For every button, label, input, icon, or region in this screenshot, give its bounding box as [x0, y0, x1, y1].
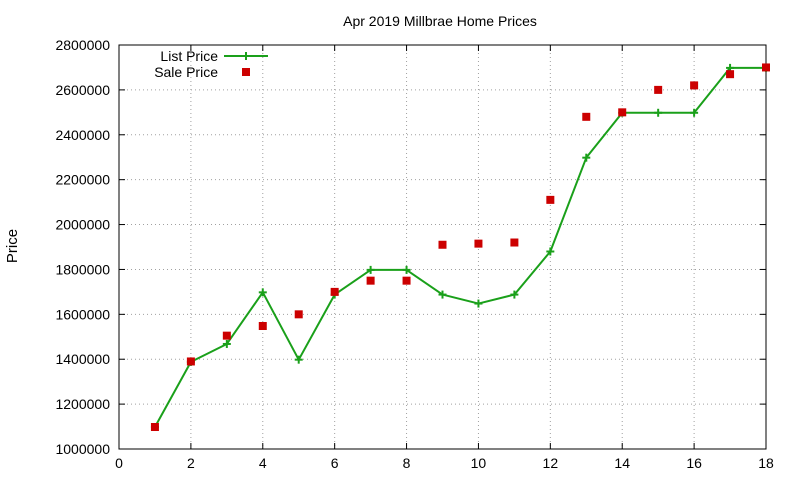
sale-price-point [330, 287, 339, 296]
grid-lines [119, 45, 766, 449]
sale-price-point [762, 63, 770, 72]
x-tick-label: 14 [614, 455, 630, 471]
list-price-point [366, 265, 375, 274]
list-price-point [438, 290, 447, 299]
sale-price-point [618, 108, 627, 117]
y-axis-label: Price [4, 229, 21, 263]
list-price-point [294, 355, 303, 364]
x-tick-label: 8 [403, 455, 411, 471]
list-price-point [474, 299, 483, 308]
y-tick-label: 1400000 [55, 351, 110, 367]
sale-price-point [654, 85, 663, 94]
sale-price-point [510, 238, 519, 247]
list-price-point [222, 339, 231, 348]
legend-marker-list-price [242, 52, 250, 60]
x-tick-label: 18 [758, 455, 774, 471]
list-price-point [510, 290, 519, 299]
y-tick-label: 2800000 [55, 37, 110, 53]
sale-price-point [186, 357, 195, 366]
axis-ticks: 0 2 4 6 8 10 12 14 16 18 1000000 1200000 1400000 1600… [55, 37, 774, 471]
list-price-point [654, 108, 663, 117]
y-tick-label: 1000000 [55, 441, 110, 457]
list-price-point [402, 265, 411, 274]
y-tick-label: 1800000 [55, 261, 110, 277]
sale-price-point [222, 331, 231, 340]
x-tick-label: 4 [259, 455, 267, 471]
sale-price-point [474, 239, 483, 248]
sale-price-point [294, 310, 303, 319]
x-tick-label: 0 [115, 455, 123, 471]
y-tick-label: 2600000 [55, 82, 110, 98]
legend-label-list-price: List Price [160, 48, 218, 64]
legend-label-sale-price: Sale Price [154, 64, 218, 80]
list-price-point [546, 247, 555, 256]
list-price-series [150, 63, 770, 432]
sale-price-point [150, 423, 159, 432]
sale-price-point [690, 81, 699, 90]
plot-border [118, 44, 767, 450]
legend-swatch-sale-price [242, 68, 250, 76]
sale-price-point [258, 322, 267, 331]
list-price-point [258, 288, 267, 297]
sale-price-point [402, 276, 411, 285]
y-tick-label: 1600000 [55, 306, 110, 322]
y-tick-label: 2400000 [55, 127, 110, 143]
x-tick-label: 2 [187, 455, 195, 471]
series-layer [150, 63, 770, 432]
list-price-point [690, 108, 699, 117]
x-tick-label: 6 [331, 455, 339, 471]
sale-price-point [582, 112, 591, 121]
sale-price-point [366, 276, 375, 285]
sale-price-series [150, 63, 770, 432]
list-price-line [154, 66, 766, 428]
sale-price-point [546, 195, 555, 204]
sale-price-point [438, 240, 447, 249]
y-tick-label: 2200000 [55, 172, 110, 188]
legend-item-sale-price: Sale Price [154, 64, 250, 80]
x-tick-label: 16 [686, 455, 702, 471]
legend-item-list-price: List Price [160, 48, 268, 64]
y-tick-label: 2000000 [55, 217, 110, 233]
y-tick-label: 1200000 [55, 396, 110, 412]
x-tick-label: 10 [471, 455, 487, 471]
sale-price-point [726, 70, 735, 79]
chart-title: Apr 2019 Millbrae Home Prices [343, 13, 537, 29]
list-price-point [582, 153, 591, 162]
x-tick-label: 12 [543, 455, 559, 471]
